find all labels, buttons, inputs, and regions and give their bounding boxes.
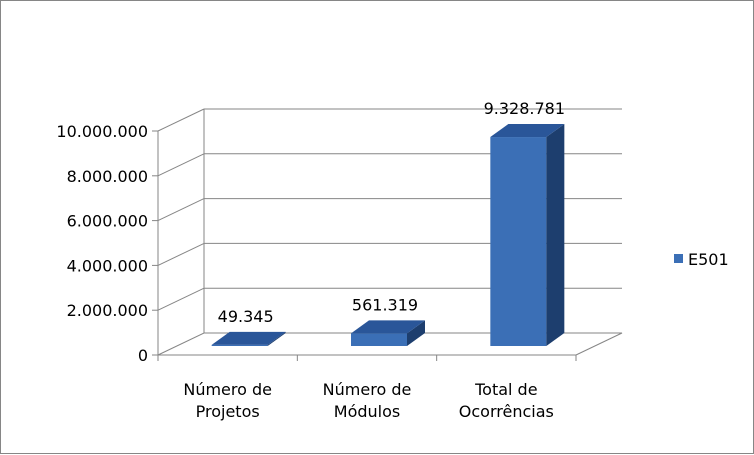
- y-tick-label: 8.000.000: [67, 167, 148, 186]
- data-label: 9.328.781: [484, 99, 565, 118]
- bar-front: [351, 333, 407, 346]
- gridline-side: [157, 287, 205, 311]
- bar-series: [211, 124, 565, 346]
- category-label-line: Número de: [183, 380, 272, 399]
- category-label: Total de Ocorrências: [459, 380, 554, 421]
- bar-side: [267, 331, 286, 346]
- bar-side: [407, 320, 425, 346]
- y-tick-label: 10.000.000: [56, 122, 148, 141]
- y-tick-labels: 0 2.000.000 4.000.000 6.000.000 8.000.000 10.…: [56, 122, 148, 365]
- y-tick-label: 2.000.000: [67, 301, 148, 320]
- data-label: 561.319: [352, 295, 418, 314]
- gridline-side: [157, 153, 205, 177]
- bar-front: [211, 344, 268, 346]
- axis-lines: [152, 130, 577, 361]
- category-label-line: Módulos: [334, 402, 400, 421]
- bar-top: [211, 331, 286, 345]
- category-label-line: Ocorrências: [459, 402, 554, 421]
- category-labels: Número de Projetos Número de Módulos Total d…: [183, 380, 554, 421]
- category-label-line: Projetos: [196, 402, 260, 421]
- bar-front: [490, 137, 547, 346]
- category-label: Número de Módulos: [323, 380, 412, 421]
- y-tick-label: 6.000.000: [67, 212, 148, 231]
- bar: [351, 320, 425, 346]
- data-label: 49.345: [218, 307, 274, 326]
- category-label-line: Total de: [474, 380, 537, 399]
- category-label: Número de Projetos: [183, 380, 272, 421]
- gridline-side: [157, 198, 205, 222]
- bar-top: [351, 320, 425, 334]
- bar-top: [490, 124, 565, 138]
- category-label-line: Número de: [323, 380, 412, 399]
- gridline-side: [157, 108, 205, 132]
- legend-label: E501: [688, 250, 729, 269]
- legend-swatch: [674, 254, 683, 263]
- gridline-side: [157, 242, 205, 266]
- legend: E501: [674, 250, 729, 269]
- y-tick-label: 4.000.000: [67, 256, 148, 275]
- bar: [211, 331, 286, 346]
- y-tick-label: 0: [138, 346, 148, 365]
- bar: [490, 124, 565, 346]
- bar-side: [546, 124, 565, 346]
- data-labels: 49.345 561.319 9.328.781: [218, 99, 565, 326]
